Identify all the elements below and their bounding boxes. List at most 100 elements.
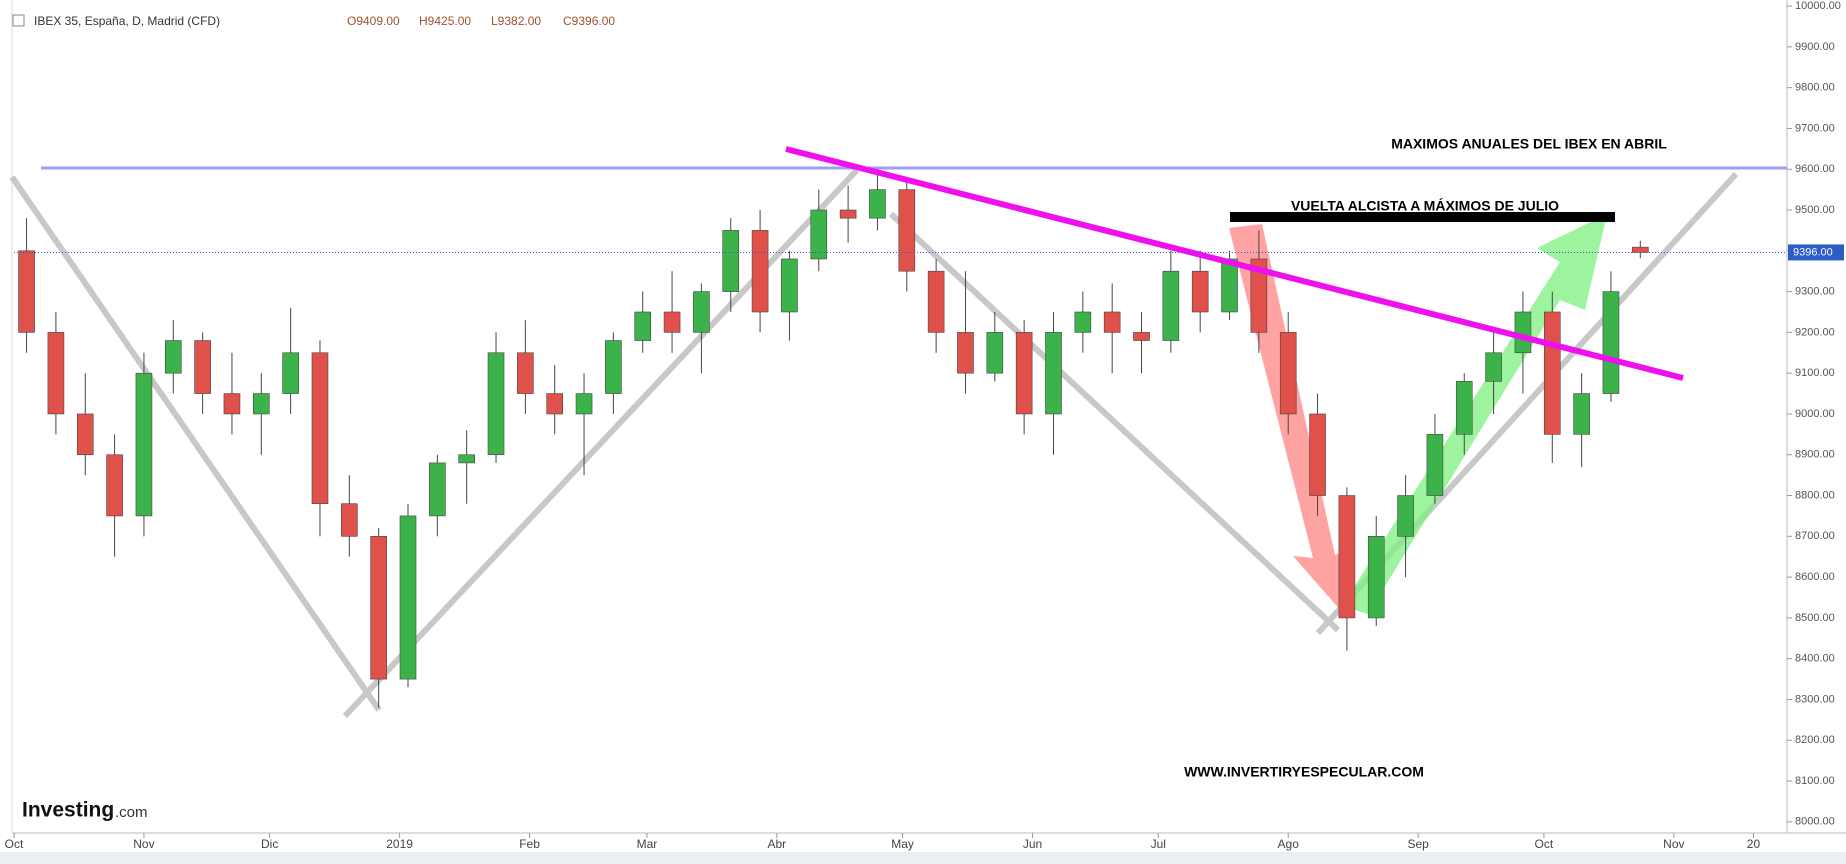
candle-body (605, 340, 622, 394)
annotation: WWW.INVERTIRYESPECULAR.COM (1184, 764, 1424, 780)
candle-body (517, 352, 534, 394)
candle-body (1367, 536, 1385, 619)
trend-line (342, 167, 860, 719)
y-tick-label: 8500.00 (1795, 612, 1835, 624)
candle-body (986, 332, 1004, 374)
candle-body (1015, 332, 1033, 415)
candle-body (663, 311, 681, 333)
candle-body (311, 352, 329, 504)
x-tick-label: Abr (768, 837, 787, 851)
candle-body (810, 209, 828, 260)
candle-body (869, 189, 886, 219)
y-tick-label: 9100.00 (1795, 367, 1835, 379)
ohlc-label: L9382.00 (491, 14, 541, 28)
x-tick-label: May (891, 837, 914, 851)
y-tick-label: 9600.00 (1795, 163, 1835, 175)
trend-line (9, 175, 382, 712)
y-tick-label: 8800.00 (1795, 489, 1835, 501)
y-tick-label: 8100.00 (1795, 775, 1835, 787)
y-tick-label: 9500.00 (1795, 204, 1835, 216)
last-price-label: 9396.00 (1793, 246, 1833, 258)
y-tick-label: 9000.00 (1795, 408, 1835, 420)
candle-body (76, 413, 94, 456)
ohlc-label: C9396.00 (563, 14, 615, 28)
candle-body (927, 270, 945, 333)
y-tick-label: 9300.00 (1795, 286, 1835, 298)
trend-line (785, 146, 1684, 381)
candle-body (252, 393, 270, 415)
candles (18, 169, 1649, 708)
candle-body (1191, 270, 1209, 313)
candle-body (1309, 413, 1326, 496)
candle-body (898, 189, 916, 272)
candle-body (370, 536, 387, 680)
candle-body (1074, 311, 1092, 333)
x-tick-label: Ago (1278, 837, 1300, 851)
candle-body (1602, 291, 1620, 394)
candle-body (751, 230, 769, 313)
candle-body (282, 352, 299, 394)
candle-body (18, 250, 35, 333)
y-tick-label: 10000.00 (1795, 0, 1841, 12)
candle-body (1485, 352, 1502, 382)
candle-body (1221, 258, 1238, 313)
y-tick-label: 8400.00 (1795, 653, 1835, 665)
logo: Investing (22, 799, 114, 822)
chart-title: IBEX 35, España, D, Madrid (CFD) (34, 14, 220, 28)
y-tick-label: 8000.00 (1795, 816, 1835, 828)
x-tick-label: Dic (261, 837, 278, 851)
y-tick-label: 9800.00 (1795, 82, 1835, 94)
bottom-toolbar (0, 852, 1846, 864)
candle-body (781, 258, 798, 313)
candle-body (1250, 258, 1268, 333)
y-tick-label: 9900.00 (1795, 41, 1835, 53)
candle-body (1162, 270, 1180, 341)
candle-body (429, 462, 446, 517)
candle-body (1573, 393, 1590, 435)
candle-body (458, 454, 475, 464)
candle-body (135, 372, 153, 517)
x-tick-label: Nov (133, 837, 154, 851)
candle-body (1426, 434, 1444, 496)
candle-body (634, 311, 652, 341)
annotation: VUELTA ALCISTA A MÁXIMOS DE JULIO (1291, 198, 1559, 214)
x-tick-label: Mar (637, 837, 658, 851)
candle-body (223, 393, 241, 415)
candle-body (1338, 495, 1356, 619)
candle-body (1133, 332, 1150, 341)
y-tick-label: 9700.00 (1795, 122, 1835, 134)
x-tick-label: Nov (1663, 837, 1684, 851)
drawings (785, 146, 1684, 381)
candle-body (1455, 381, 1473, 435)
candle-body (1103, 311, 1121, 333)
candle-body (1514, 311, 1532, 354)
x-tick-label: Sep (1407, 837, 1429, 851)
x-tick-label: 2019 (386, 837, 413, 851)
candle-body (546, 393, 564, 415)
candle-body (839, 209, 857, 219)
ohlc-label: H9425.00 (419, 14, 471, 28)
x-tick-label: 20 (1747, 837, 1761, 851)
candle-body (1279, 332, 1297, 415)
y-tick-label: 8700.00 (1795, 530, 1835, 542)
y-tick-label: 8900.00 (1795, 449, 1835, 461)
y-tick-label: 9200.00 (1795, 326, 1835, 338)
candle-body (693, 291, 710, 333)
candle-body (47, 332, 65, 415)
candle-body (194, 340, 211, 394)
collapse-icon[interactable] (12, 14, 25, 27)
candle-body (957, 332, 974, 374)
candle-body (1543, 311, 1561, 435)
x-tick-label: Oct (5, 837, 24, 851)
candle-body (722, 230, 740, 292)
x-tick-label: Feb (519, 837, 540, 851)
candle-body (1045, 332, 1062, 415)
x-tick-label: Oct (1535, 837, 1554, 851)
y-tick-label: 8600.00 (1795, 571, 1835, 583)
candle-body (1397, 495, 1414, 537)
y-tick-label: 8200.00 (1795, 734, 1835, 746)
x-tick-label: Jun (1023, 837, 1042, 851)
annotation: MAXIMOS ANUALES DEL IBEX EN ABRIL (1391, 136, 1667, 152)
